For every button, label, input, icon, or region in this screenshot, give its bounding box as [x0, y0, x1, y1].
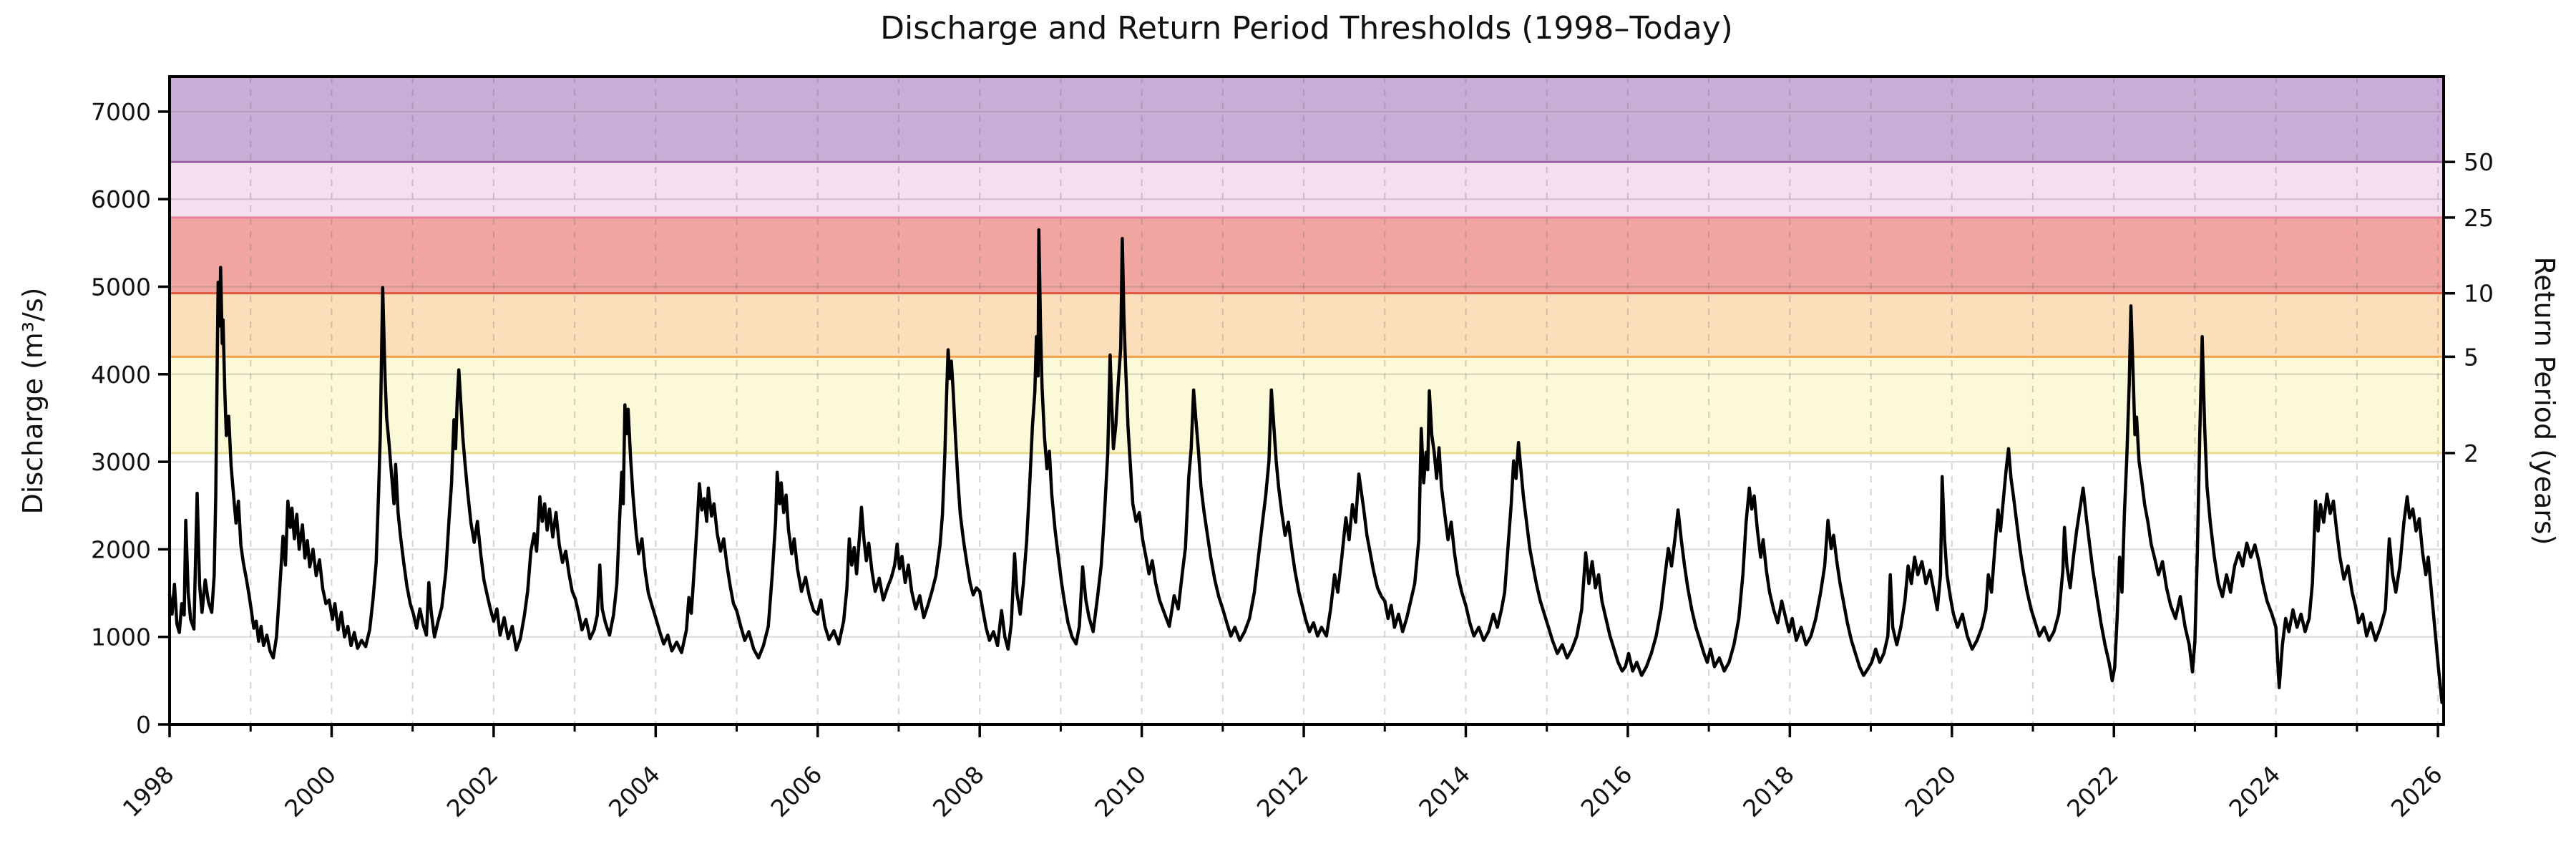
x-tick-label: 2018	[1737, 760, 1800, 822]
return-period-tick-label: 50	[2464, 148, 2494, 176]
return-period-band-25	[170, 162, 2444, 218]
x-tick-label: 2024	[2223, 760, 2285, 822]
return-period-tick-label: 10	[2464, 280, 2494, 308]
return-period-tick-label: 25	[2464, 204, 2494, 232]
x-tick-label: 2020	[1899, 760, 1961, 822]
y-axis-label-discharge: Discharge (m³/s)	[17, 287, 49, 515]
return-period-band-2	[170, 356, 2444, 453]
x-tick-label: 2016	[1576, 760, 1638, 822]
return-period-band-10	[170, 217, 2444, 293]
return-period-tick-label: 2	[2464, 440, 2479, 467]
y-tick-label: 0	[136, 711, 151, 739]
x-tick-label: 2022	[2062, 760, 2124, 822]
x-tick-label: 2004	[603, 760, 665, 822]
discharge-series-line	[167, 228, 2444, 704]
y-tick-label: 3000	[91, 448, 151, 476]
x-tick-label: 2000	[279, 760, 341, 822]
x-tick-label: 2010	[1089, 760, 1151, 822]
y-tick-label: 4000	[91, 361, 151, 389]
return-period-band-50	[170, 77, 2444, 162]
x-tick-label: 2012	[1252, 760, 1314, 822]
y-tick-label: 7000	[91, 98, 151, 126]
x-tick-label: 2006	[765, 760, 827, 822]
y-tick-label: 2000	[91, 535, 151, 563]
x-tick-label: 2002	[441, 760, 504, 822]
y-tick-label: 1000	[91, 623, 151, 651]
chart-title: Discharge and Return Period Thresholds (…	[880, 10, 1733, 47]
x-tick-label: 2014	[1413, 760, 1475, 822]
y-tick-label: 6000	[91, 185, 151, 213]
y-tick-label: 5000	[91, 273, 151, 301]
plot-border	[168, 75, 2445, 726]
x-tick-label: 1998	[117, 760, 180, 822]
return-period-band-5	[170, 293, 2444, 357]
y-axis-label-return-period: Return Period (years)	[2529, 256, 2560, 545]
return-period-tick-label: 5	[2464, 343, 2479, 371]
x-tick-label: 2026	[2386, 760, 2448, 822]
x-tick-label: 2008	[927, 760, 990, 822]
